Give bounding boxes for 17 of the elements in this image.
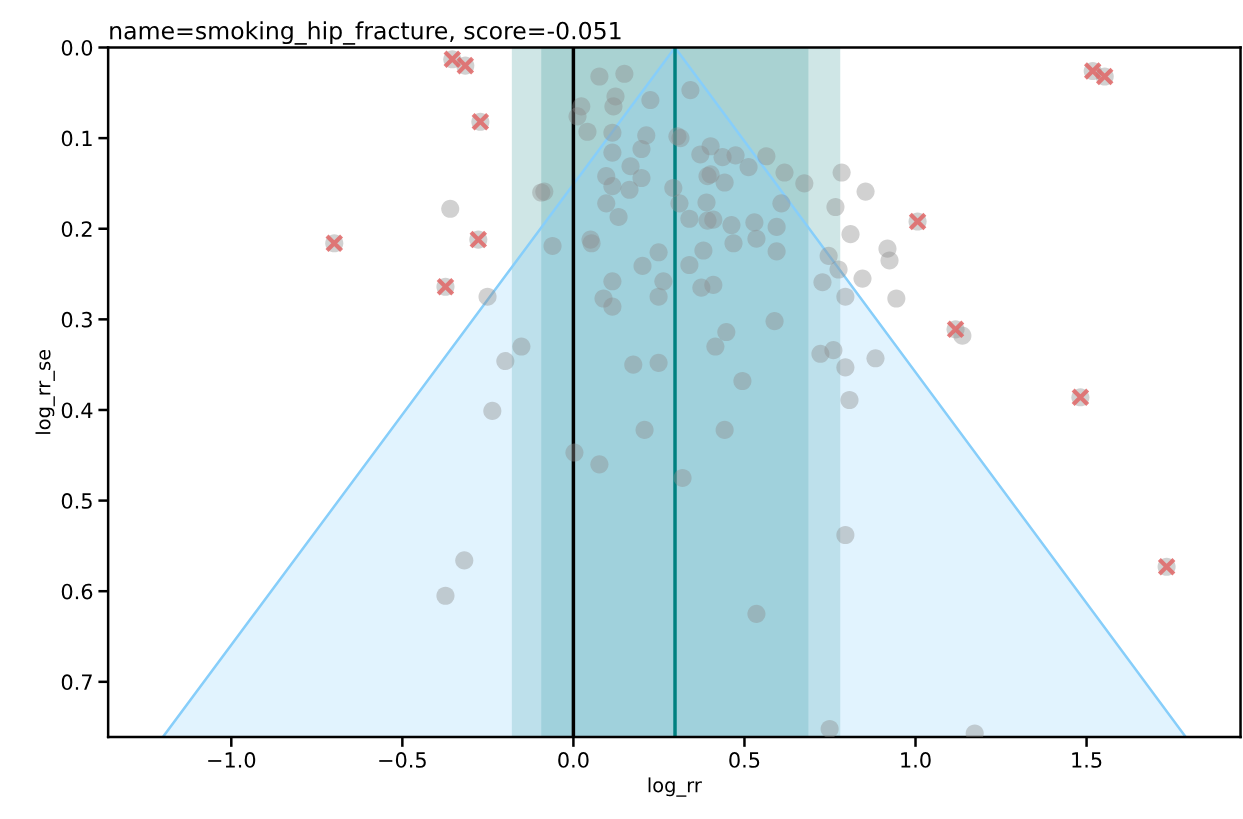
y-axis-title: log_rr_se [35, 349, 55, 434]
y-tick-label: 0.5 [61, 493, 92, 509]
x-tick-label: 0.0 [558, 752, 589, 768]
x-tick-label: 1.0 [901, 752, 931, 768]
y-tick-label: 0.3 [61, 311, 92, 328]
y-tick-label: 0.7 [61, 674, 92, 691]
y-tick-label: 0.6 [61, 583, 93, 600]
x-tick-label: 0.5 [729, 752, 760, 768]
y-tick-label: 0.0 [61, 39, 93, 56]
y-tick-label: 0.4 [61, 402, 93, 419]
x-tick-label: −0.5 [379, 752, 426, 768]
x-axis-title: log_rr [648, 777, 702, 797]
y-tick-label: 0.2 [61, 221, 92, 237]
x-tick-label: −1.0 [208, 752, 256, 768]
x-tick-label: 1.5 [1072, 752, 1102, 768]
chart-title: name=smoking_hip_fracture, score=-0.051 [110, 21, 621, 45]
y-tick-label: 0.1 [61, 130, 92, 147]
